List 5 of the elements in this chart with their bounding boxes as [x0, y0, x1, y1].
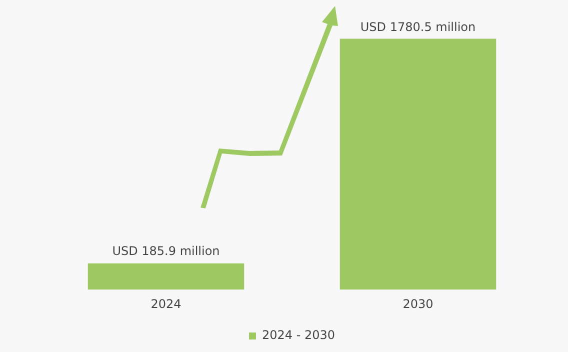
data-label: USD 1780.5 million [360, 20, 476, 34]
legend-label: 2024 - 2030 [262, 328, 336, 342]
x-tick-label: 2030 [402, 296, 434, 311]
data-label: USD 185.9 million [112, 244, 220, 258]
x-tick-label: 2024 [150, 296, 182, 311]
